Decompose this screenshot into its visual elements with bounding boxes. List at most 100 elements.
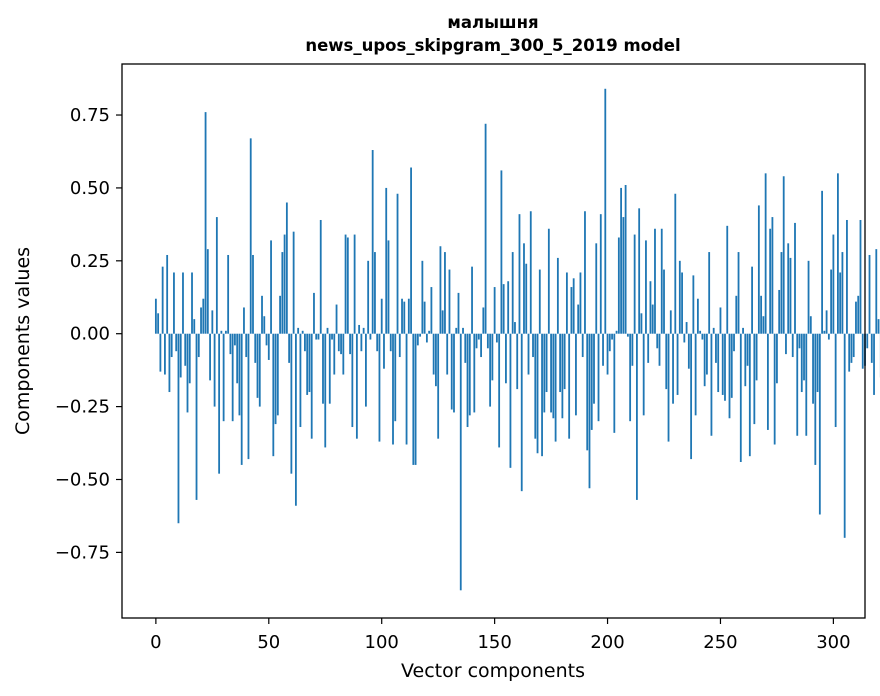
bar [159,333,162,372]
bar [565,272,568,334]
bar [477,333,480,340]
bar [480,333,482,358]
bar [547,228,550,334]
bar [733,333,735,352]
bar [450,333,453,410]
bar [186,333,189,413]
bar [721,333,724,395]
bar [380,298,383,334]
bar [437,333,440,439]
bar [396,193,399,334]
bar [633,234,636,334]
bar [712,327,715,334]
bar [188,333,191,384]
bar [353,234,356,334]
bar [812,333,814,404]
bar [518,214,521,334]
bar [875,249,878,334]
bar [877,319,880,334]
bar [545,333,548,393]
bar [816,333,819,393]
bar [365,333,367,407]
bar [333,333,336,375]
bar [457,292,460,334]
bar [213,333,216,407]
bar [267,333,270,360]
bar [154,298,157,334]
bar [751,266,753,334]
bar [647,333,650,363]
bar [455,327,458,334]
x-tick-label: 100 [365,632,399,653]
bar [410,167,412,334]
bar [394,333,397,422]
bar [699,330,702,334]
bar [351,333,354,428]
bar [272,333,275,457]
bar [678,260,681,334]
bar [164,333,166,375]
bar [505,333,507,384]
bar [794,222,796,334]
bar [516,333,519,390]
bar [715,333,717,363]
bar [534,333,537,439]
x-tick-label: 150 [477,632,511,653]
bar [482,307,485,334]
bar [254,333,257,363]
bar [355,333,358,439]
bar [473,333,476,413]
bar [787,243,790,334]
bar [466,333,469,428]
bar [611,333,613,340]
bar [543,333,546,413]
bar [502,284,505,334]
bar [706,333,708,375]
bar [306,333,309,395]
bar [873,333,875,395]
bar [344,234,347,334]
bar [383,333,385,369]
bar [620,187,622,334]
bar [261,295,263,334]
bar [337,333,340,352]
x-tick-label: 0 [150,632,161,653]
bar [809,316,812,334]
bar [764,173,767,334]
bar [387,240,390,334]
x-tick-label: 50 [257,632,280,653]
bar [281,252,284,334]
bar [773,333,776,445]
bar [798,333,801,349]
bar [785,333,787,355]
bar [276,333,279,416]
bar [432,333,435,375]
bar [425,333,428,343]
bar [737,252,740,334]
bar [177,333,180,524]
bar [581,333,584,358]
bar [392,333,394,445]
bar [604,88,607,334]
bar [855,301,857,334]
bar [554,333,557,442]
bar [846,219,848,334]
bar [757,205,760,334]
bar [568,333,571,439]
bar [556,257,559,334]
bar [660,228,663,334]
bar [252,254,254,334]
bar [200,307,202,334]
bar [674,193,677,334]
bar [629,333,632,422]
bar [593,333,595,404]
bar [579,272,582,334]
bar [498,333,501,448]
bar [414,333,417,465]
bar [769,228,772,334]
bar [859,219,862,334]
bar [173,272,175,334]
bar [471,266,473,334]
bar [197,333,200,358]
bar [570,287,573,334]
